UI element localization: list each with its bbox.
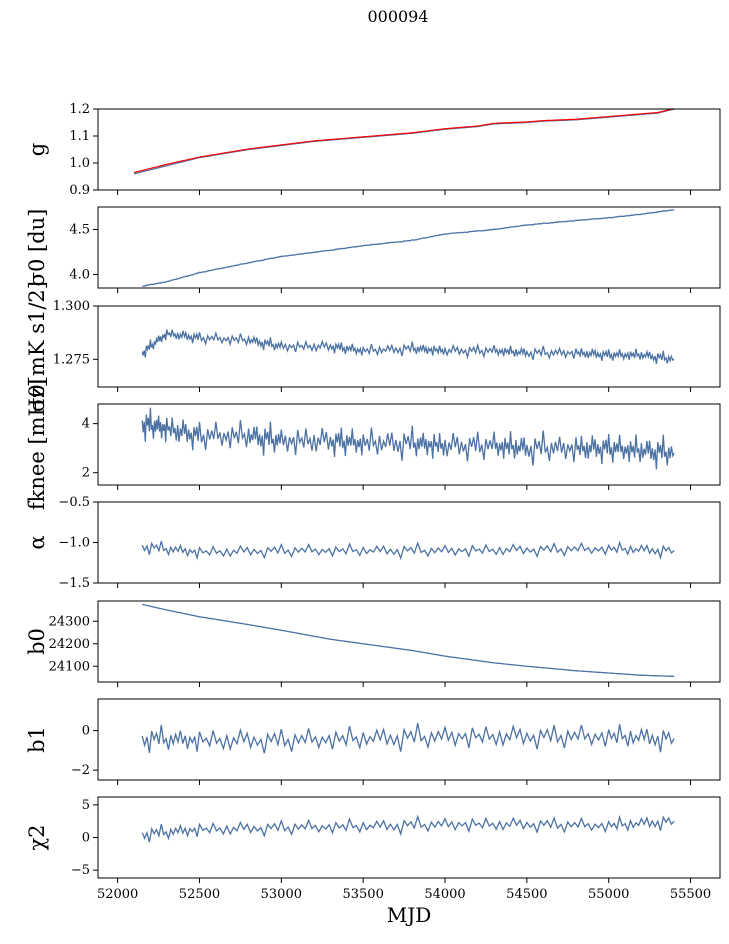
y-tick-label: 1.1 xyxy=(69,129,90,144)
y-axis-label: χ2 xyxy=(25,824,49,850)
x-tick-label: 53500 xyxy=(342,887,383,902)
series-line-alpha-0 xyxy=(141,540,675,561)
y-tick-label: 0 xyxy=(82,724,90,739)
y-axis-label: α xyxy=(25,535,49,549)
series-line-b0-0 xyxy=(142,603,675,678)
panel-b1: −2 0 b1 xyxy=(25,698,721,785)
y-axis-label: b1 xyxy=(25,726,49,753)
series-line-fknee-0 xyxy=(141,407,675,470)
y-tick-label: 4 xyxy=(82,417,90,432)
y-tick-label: −1.5 xyxy=(58,576,90,591)
y-tick-label: 1.0 xyxy=(69,156,90,171)
y-tick-label: 24300 xyxy=(49,614,90,629)
panel-alpha: −1.5 −1.0 −0.5 α xyxy=(25,495,721,591)
y-tick-label: 0 xyxy=(82,831,90,846)
y-tick-label: 0.9 xyxy=(69,183,90,198)
series-line-sigma0_mk-0 xyxy=(141,329,675,365)
y-tick-label: 24200 xyxy=(49,637,90,652)
axes-frame xyxy=(97,206,721,289)
axes-frame xyxy=(97,108,721,191)
x-axis-label: MJD xyxy=(387,903,432,927)
axes-frame xyxy=(97,796,721,879)
y-axis-label: b0 xyxy=(25,628,49,655)
axes-frame xyxy=(97,501,721,584)
series-line-chi2-0 xyxy=(141,814,675,843)
y-axis-label: fknee [mHz] xyxy=(25,379,49,510)
x-tick-label: 55500 xyxy=(670,887,711,902)
y-tick-label: 4.0 xyxy=(69,268,90,283)
x-tick-label: 54000 xyxy=(424,887,465,902)
y-tick-label: −2 xyxy=(71,763,90,778)
axes-frame xyxy=(97,600,721,683)
y-tick-label: −0.5 xyxy=(58,495,90,510)
series-line-sigma0_du-0 xyxy=(142,209,675,287)
subplots: 0.9 1.0 1.1 1.2 g 4.0 4.5 σ0 [du] 1.275 1.300 σ0[m… xyxy=(25,102,721,927)
panel-sigma0_du: 4.0 4.5 σ0 [du] xyxy=(25,206,721,293)
y-tick-label: 1.2 xyxy=(69,102,90,117)
y-tick-label: 2 xyxy=(82,466,90,481)
series-line-b1-0 xyxy=(141,722,675,754)
panel-chi2: −5 0 5 χ2 52000 52500 53000 53500 54000 54500 5500… xyxy=(25,796,721,927)
x-tick-label: 54500 xyxy=(506,887,547,902)
y-axis-label: σ0 [du] xyxy=(25,209,49,287)
y-tick-label: 5 xyxy=(82,798,90,813)
panel-g: 0.9 1.0 1.1 1.2 g xyxy=(25,102,721,198)
panel-fknee: 2 4 fknee [mHz] xyxy=(25,379,721,510)
y-axis-label: σ0[mK s1/2] xyxy=(25,281,49,412)
x-tick-label: 52000 xyxy=(97,887,138,902)
panel-sigma0_mk: 1.275 1.300 σ0[mK s1/2] xyxy=(25,281,721,412)
axes-frame xyxy=(97,403,721,486)
axes-frame xyxy=(97,698,721,781)
series-line-g-1 xyxy=(133,108,675,174)
x-tick-label: 52500 xyxy=(179,887,220,902)
y-axis-label: g xyxy=(25,143,49,156)
axes-frame xyxy=(97,305,721,388)
figure-title: 000094 xyxy=(367,7,428,26)
series-line-g-0 xyxy=(133,108,675,175)
x-tick-label: 53000 xyxy=(261,887,302,902)
y-tick-label: 1.275 xyxy=(53,352,90,367)
x-tick-label: 55000 xyxy=(588,887,629,902)
y-tick-label: 24100 xyxy=(49,659,90,674)
y-tick-label: −5 xyxy=(71,863,90,878)
y-tick-label: −1.0 xyxy=(58,536,90,551)
y-tick-label: 1.300 xyxy=(53,299,90,314)
y-tick-label: 4.5 xyxy=(69,223,90,238)
